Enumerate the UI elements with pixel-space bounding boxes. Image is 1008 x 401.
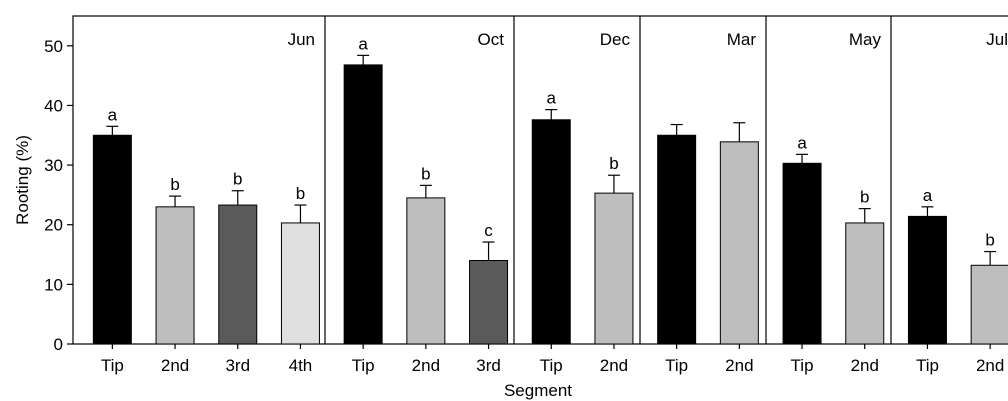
- panel-label-jun: Jun: [288, 30, 315, 49]
- y-tick-label: 50: [44, 37, 63, 56]
- y-tick-label: 20: [44, 216, 63, 235]
- bar: [343, 64, 383, 345]
- significance-letter: b: [985, 231, 994, 250]
- bar: [907, 215, 947, 345]
- x-tick-label: Tip: [665, 356, 688, 375]
- bar: [657, 134, 697, 345]
- significance-letter: b: [609, 154, 618, 173]
- significance-letter: a: [108, 105, 118, 124]
- x-tick-label: 2nd: [851, 356, 879, 375]
- y-axis: 0 10 20 30 40 50: [44, 37, 73, 354]
- significance-letter: c: [484, 221, 493, 240]
- significance-letter: b: [421, 164, 430, 183]
- y-tick-label: 40: [44, 96, 63, 115]
- bar: [469, 260, 509, 345]
- bar: [155, 206, 195, 345]
- significance-letter: b: [296, 184, 305, 203]
- bar: [719, 141, 759, 345]
- x-tick-label: 3rd: [476, 356, 501, 375]
- x-tick-label: Tip: [352, 356, 375, 375]
- significance-letter: b: [233, 170, 242, 189]
- bar: [970, 264, 1008, 345]
- x-tick-label: 3rd: [225, 356, 250, 375]
- significance-letter: b: [860, 188, 869, 207]
- significance-letter: a: [797, 133, 807, 152]
- panel-label-may: May: [849, 30, 882, 49]
- panel-label-dec: Dec: [600, 30, 631, 49]
- labels-layer: Jun a Tip b 2nd b 3rd b 4th Oct a Tip b 2nd c 3rd Dec a Ti…: [101, 30, 1008, 375]
- y-tick-label: 0: [54, 335, 63, 354]
- x-tick-label: 2nd: [600, 356, 628, 375]
- bar: [594, 192, 634, 345]
- x-tick-label: 2nd: [412, 356, 440, 375]
- x-tick-label: Tip: [791, 356, 814, 375]
- x-tick-label: 2nd: [161, 356, 189, 375]
- bars-layer: [92, 54, 1008, 345]
- significance-letter: b: [170, 175, 179, 194]
- panel-dividers: [324, 16, 892, 344]
- x-tick-label: Tip: [540, 356, 563, 375]
- bar: [218, 204, 258, 345]
- x-tick-label: 2nd: [725, 356, 753, 375]
- bar: [406, 197, 446, 345]
- bar: [782, 162, 822, 345]
- x-axis-title: Segment: [504, 381, 572, 400]
- y-axis-title: Rooting (%): [13, 135, 32, 225]
- x-tick-label: 2nd: [976, 356, 1004, 375]
- bar: [845, 222, 885, 345]
- x-tick-label: 4th: [289, 356, 313, 375]
- panel-label-oct: Oct: [478, 30, 505, 49]
- bar: [531, 119, 571, 345]
- x-tick-label: Tip: [916, 356, 939, 375]
- significance-letter: a: [547, 89, 557, 108]
- y-tick-label: 10: [44, 275, 63, 294]
- significance-letter: a: [923, 186, 933, 205]
- significance-letter: a: [358, 34, 368, 53]
- panel-label-jul: Jul: [986, 30, 1008, 49]
- bar: [280, 222, 320, 345]
- x-tick-label: Tip: [101, 356, 124, 375]
- panel-label-mar: Mar: [727, 30, 757, 49]
- bar: [92, 134, 132, 345]
- y-tick-label: 30: [44, 156, 63, 175]
